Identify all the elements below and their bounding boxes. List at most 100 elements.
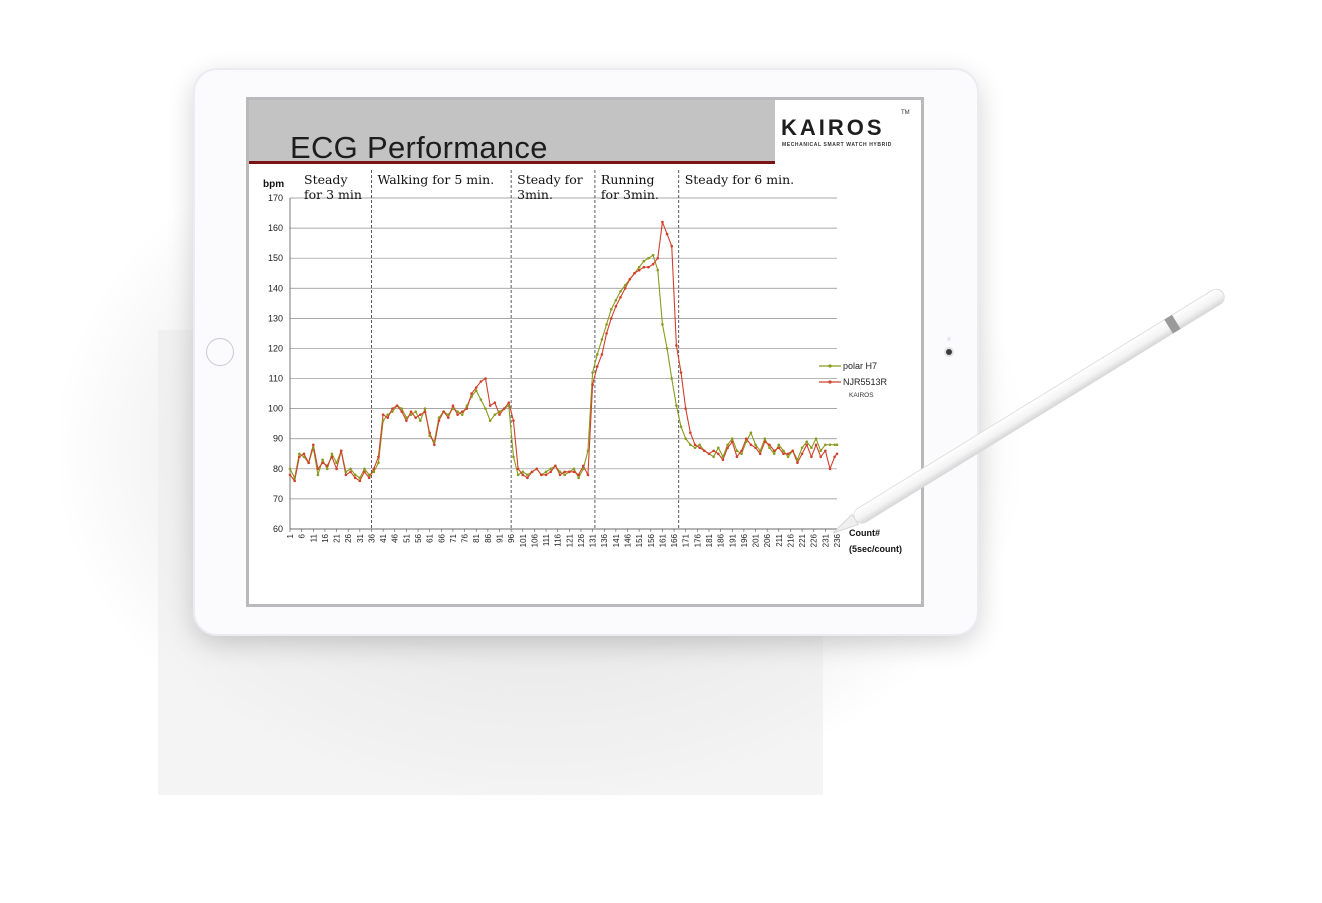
data-point — [796, 461, 799, 465]
data-point — [512, 455, 515, 459]
data-point — [698, 443, 701, 447]
data-point — [493, 413, 497, 416]
x-tick-label: 86 — [484, 533, 493, 542]
slide-header — [249, 100, 775, 162]
light-sensor — [947, 337, 951, 341]
data-point — [344, 473, 348, 477]
data-point — [600, 338, 604, 341]
x-tick-label: 16 — [321, 533, 330, 542]
data-point — [595, 353, 599, 356]
y-axis-label: bpm — [263, 179, 284, 190]
data-point — [419, 419, 422, 422]
x-tick-label: 126 — [577, 533, 586, 547]
data-point — [572, 470, 576, 474]
data-point — [835, 452, 839, 456]
segment-label: for 3 min — [304, 187, 362, 202]
data-point — [819, 449, 823, 453]
data-point — [833, 443, 836, 447]
slide-screen: ECG Performance KAIROS TM MECHANICAL SMA… — [249, 100, 921, 604]
x-tick-label: 81 — [472, 533, 481, 542]
data-point — [433, 443, 436, 447]
data-point — [605, 332, 608, 335]
x-tick-label: 116 — [554, 533, 563, 546]
data-point — [656, 268, 660, 272]
data-point — [647, 265, 650, 269]
data-point — [316, 473, 320, 477]
y-tick-label: 120 — [268, 343, 283, 353]
data-point — [437, 419, 441, 422]
data-point — [563, 470, 566, 474]
data-point — [391, 410, 394, 413]
x-tick-label: 66 — [437, 533, 446, 542]
data-point — [703, 449, 706, 453]
data-point — [456, 413, 459, 416]
data-point — [484, 377, 487, 380]
data-point — [619, 289, 622, 293]
data-point — [302, 452, 306, 456]
x-tick-label: 201 — [752, 533, 761, 547]
x-tick-label: 36 — [367, 533, 376, 542]
x-tick-label: 186 — [717, 533, 726, 547]
logo-tagline: MECHANICAL SMART WATCH HYBRID — [782, 142, 892, 148]
x-tick-label: 176 — [693, 533, 702, 547]
data-point — [488, 404, 492, 407]
x-tick-label: 11 — [309, 533, 318, 542]
data-point — [377, 461, 380, 465]
legend-sublabel: KAIROS — [849, 392, 874, 399]
home-button[interactable] — [206, 338, 234, 366]
data-point — [298, 452, 301, 456]
data-point — [670, 377, 674, 380]
data-point — [446, 416, 450, 419]
data-point — [689, 431, 692, 435]
segment-label: for 3min. — [601, 187, 659, 202]
data-point — [423, 407, 427, 410]
y-tick-label: 90 — [273, 434, 283, 444]
data-point — [721, 455, 725, 459]
data-point — [321, 458, 324, 462]
data-point — [502, 407, 506, 410]
data-point — [609, 317, 613, 320]
data-point — [358, 476, 362, 480]
data-point — [358, 479, 362, 483]
legend-label: polar H7 — [843, 361, 877, 371]
data-point — [735, 455, 739, 459]
data-point — [716, 452, 720, 456]
data-point — [814, 443, 818, 447]
data-point — [298, 455, 301, 459]
data-point — [372, 467, 376, 471]
x-axis-label: Count# — [849, 528, 880, 538]
data-point — [740, 449, 743, 453]
data-point — [707, 452, 711, 456]
data-point — [484, 407, 487, 410]
data-point — [614, 299, 618, 302]
x-tick-label: 111 — [542, 533, 551, 546]
data-point — [428, 431, 431, 435]
data-point — [451, 407, 455, 410]
slide-title: ECG Performance — [290, 130, 548, 165]
legend-label: NJR5513R — [843, 377, 888, 387]
data-point — [423, 410, 427, 413]
x-tick-label: 196 — [740, 533, 749, 547]
data-point — [796, 458, 799, 462]
x-tick-label: 91 — [495, 533, 504, 542]
data-point — [735, 449, 739, 453]
x-tick-label: 26 — [344, 533, 353, 542]
data-point — [311, 443, 315, 447]
data-point — [344, 470, 348, 474]
data-point — [465, 407, 469, 410]
data-point — [665, 232, 669, 236]
data-point — [637, 265, 641, 269]
data-point — [474, 389, 478, 392]
data-point — [530, 470, 534, 474]
data-point — [381, 413, 385, 416]
data-point — [595, 365, 599, 368]
data-point — [325, 467, 329, 471]
x-tick-label: 71 — [449, 533, 458, 542]
data-point — [572, 467, 576, 471]
pencil-band — [1164, 314, 1181, 334]
data-point — [786, 452, 790, 456]
x-tick-label: 151 — [635, 533, 644, 547]
y-tick-label: 160 — [268, 223, 283, 233]
header-rule — [249, 161, 775, 164]
